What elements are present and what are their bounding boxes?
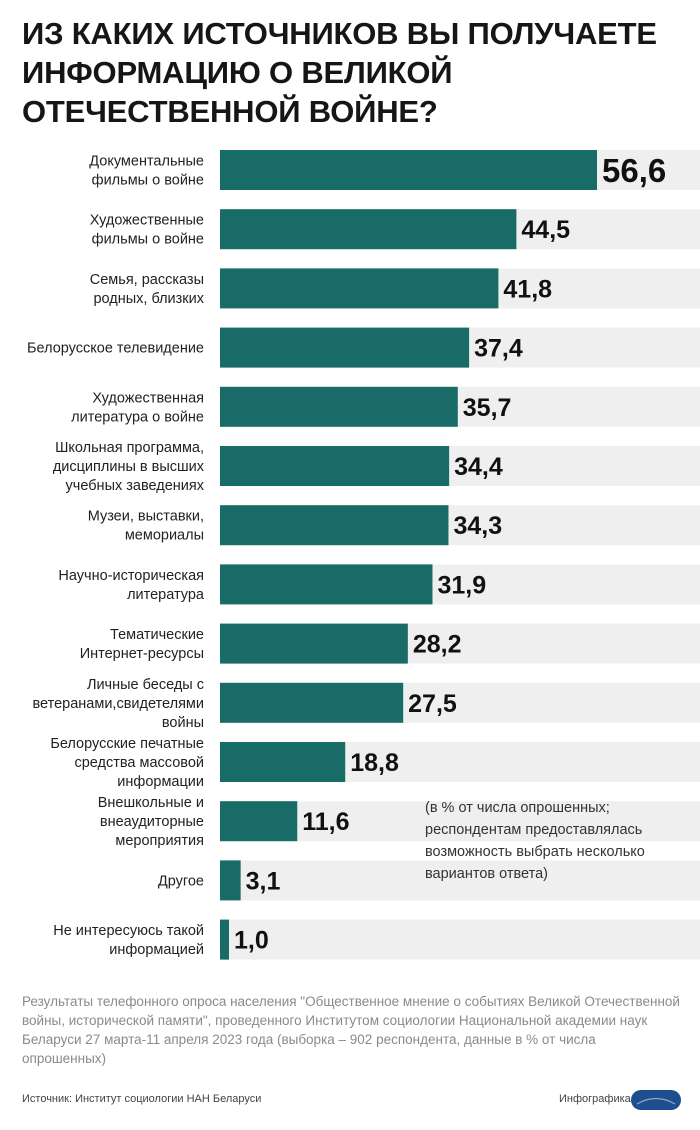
bar-stripe bbox=[220, 860, 700, 901]
category-label: информации bbox=[117, 774, 204, 790]
bar bbox=[220, 623, 408, 664]
value-label: 44,5 bbox=[521, 216, 570, 244]
category-label: учебных заведениях bbox=[66, 478, 205, 494]
value-label: 1,0 bbox=[234, 927, 269, 955]
category-label: внеаудиторные bbox=[100, 814, 204, 830]
category-label: войны bbox=[162, 715, 204, 731]
category-label: Школьная программа, bbox=[55, 440, 204, 456]
bar bbox=[220, 327, 470, 368]
bar bbox=[220, 919, 229, 960]
category-label: литература о войне bbox=[71, 409, 204, 425]
bar bbox=[220, 386, 458, 427]
survey-info: Результаты телефонного опроса населения … bbox=[22, 994, 680, 1066]
source-text: Источник: Институт социологии НАН Белару… bbox=[22, 1093, 262, 1105]
page-title: ИЗ КАКИХ ИСТОЧНИКОВ ВЫ ПОЛУЧАЕТЕ ИНФОРМА… bbox=[22, 16, 657, 129]
category-label: Интернет-ресурсы bbox=[80, 646, 204, 662]
category-label: Музеи, выставки, bbox=[88, 509, 204, 525]
category-label: Не интересуюсь такой bbox=[53, 923, 204, 939]
bar bbox=[220, 860, 241, 901]
value-label: 11,6 bbox=[302, 808, 349, 836]
belta-logo bbox=[631, 1090, 681, 1110]
bar bbox=[220, 564, 433, 605]
category-label: Научно-историческая bbox=[58, 568, 204, 584]
category-label: Белорусское телевидение bbox=[27, 341, 204, 357]
category-label: мемориалы bbox=[125, 528, 204, 544]
category-label: литература bbox=[127, 587, 205, 603]
bar bbox=[220, 801, 298, 842]
value-label: 37,4 bbox=[474, 335, 523, 363]
bar bbox=[220, 742, 346, 782]
category-label: Тематические bbox=[110, 627, 204, 643]
category-label: информацией bbox=[109, 942, 204, 958]
value-label: 3,1 bbox=[246, 867, 281, 895]
value-label: 31,9 bbox=[437, 571, 486, 599]
bar-stripe bbox=[220, 919, 700, 960]
category-label: мероприятия bbox=[115, 833, 204, 849]
bar bbox=[220, 150, 597, 190]
category-label: Белорусские печатные bbox=[50, 736, 204, 752]
bar-chart: 56,6 Документальные фильмы о войне 44,5 Худо… bbox=[27, 150, 700, 960]
bar bbox=[220, 209, 517, 250]
category-label: ветеранами,свидетелями bbox=[32, 696, 204, 712]
value-label: 35,7 bbox=[463, 394, 512, 422]
category-label: Художественные bbox=[90, 213, 204, 229]
value-label: 34,3 bbox=[453, 512, 502, 540]
value-label: 34,4 bbox=[454, 453, 503, 481]
bar bbox=[220, 446, 450, 486]
category-label: фильмы о войне bbox=[92, 173, 204, 189]
category-label: Документальные bbox=[89, 154, 204, 170]
value-label: 41,8 bbox=[503, 275, 552, 303]
bar bbox=[220, 505, 449, 546]
category-label: средства массовой bbox=[74, 755, 204, 771]
value-label: 18,8 bbox=[350, 749, 399, 777]
category-label: Художественная bbox=[92, 390, 204, 406]
category-label: Другое bbox=[158, 873, 204, 889]
category-label: Семья, рассказы bbox=[90, 272, 204, 288]
bar-stripe bbox=[220, 801, 700, 842]
category-label: Личные беседы с bbox=[87, 677, 204, 693]
category-label: дисциплины в высших bbox=[53, 459, 205, 475]
value-label: 28,2 bbox=[413, 631, 462, 659]
bar bbox=[220, 268, 499, 309]
category-label: Внешкольные и bbox=[98, 795, 204, 811]
category-label: фильмы о войне bbox=[92, 232, 204, 248]
category-label: родных, близких bbox=[93, 291, 204, 307]
value-label: 27,5 bbox=[408, 690, 457, 718]
infographic-credit: Инфографика bbox=[559, 1093, 631, 1105]
bar bbox=[220, 682, 404, 723]
value-label: 56,6 bbox=[602, 152, 666, 189]
chart-note: (в % от числа опрошенных; респондентам п… bbox=[425, 800, 645, 882]
